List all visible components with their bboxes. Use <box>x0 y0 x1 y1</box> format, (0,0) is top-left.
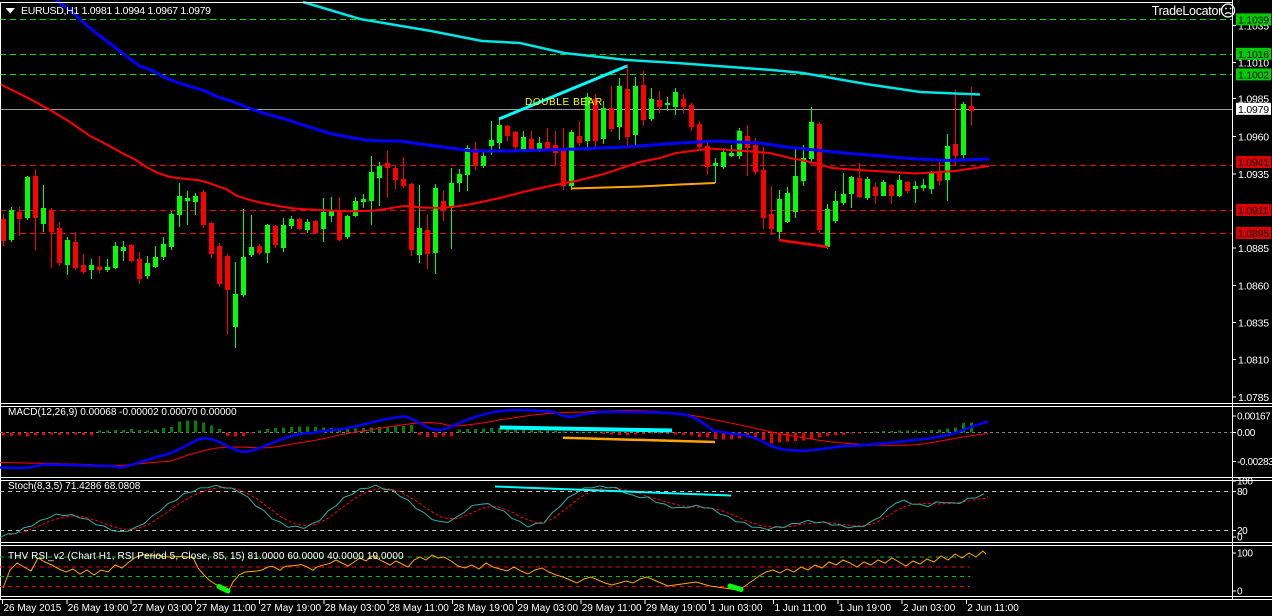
svg-text:Stoch(8,3,5) 71.4286 68.0808: Stoch(8,3,5) 71.4286 68.0808 <box>8 481 141 492</box>
svg-text:27 May 11:00: 27 May 11:00 <box>196 603 256 614</box>
svg-text:1.0885: 1.0885 <box>1238 243 1269 255</box>
svg-text:0: 0 <box>1237 533 1243 544</box>
svg-text:MACD(12,26,9) 0.00068 -0.00002: MACD(12,26,9) 0.00068 -0.00002 0.00070 0… <box>8 407 237 418</box>
svg-text:1 Jun 03:00: 1 Jun 03:00 <box>710 603 763 614</box>
svg-text:80: 80 <box>1237 487 1248 498</box>
svg-text:1.1039: 1.1039 <box>1238 14 1269 26</box>
svg-text:1.1002: 1.1002 <box>1238 69 1269 81</box>
svg-text:28 May 11:00: 28 May 11:00 <box>389 603 449 614</box>
svg-text:28 May 03:00: 28 May 03:00 <box>325 603 386 614</box>
svg-text:1.0979: 1.0979 <box>1238 104 1269 116</box>
svg-text:2 Jun 11:00: 2 Jun 11:00 <box>967 603 1019 614</box>
svg-text:100: 100 <box>1237 549 1253 560</box>
svg-text:0: 0 <box>1237 587 1243 598</box>
svg-text:26 May 2015: 26 May 2015 <box>4 603 62 614</box>
svg-text:27 May 03:00: 27 May 03:00 <box>132 603 193 614</box>
svg-text:1.0785: 1.0785 <box>1238 392 1269 404</box>
svg-text:100: 100 <box>1237 477 1253 488</box>
svg-text:DOUBLE BEAR: DOUBLE BEAR <box>525 97 603 108</box>
svg-text:1.0810: 1.0810 <box>1238 355 1269 367</box>
svg-text:1 Jun 19:00: 1 Jun 19:00 <box>839 603 892 614</box>
svg-text:1.0941: 1.0941 <box>1238 157 1269 169</box>
svg-text:0.00167: 0.00167 <box>1237 412 1271 423</box>
svg-text:1.0911: 1.0911 <box>1238 205 1268 217</box>
svg-text:TradeLocator: TradeLocator <box>1152 4 1222 18</box>
svg-text:THV RSI_v2 (Chart H1, RSI Pe: THV RSI_v2 (Chart H1, RSI Period 5, Clos… <box>8 551 404 562</box>
svg-text:20: 20 <box>1237 526 1248 537</box>
svg-text:0.00: 0.00 <box>1237 428 1256 439</box>
svg-text:29 May 03:00: 29 May 03:00 <box>518 603 579 614</box>
svg-text:1.0895: 1.0895 <box>1238 228 1269 240</box>
svg-text:1.0935: 1.0935 <box>1238 169 1269 181</box>
svg-text:1.1010: 1.1010 <box>1238 57 1269 69</box>
svg-text:1.1016: 1.1016 <box>1238 49 1269 61</box>
svg-text:1.0835: 1.0835 <box>1238 318 1269 330</box>
svg-text:26 May 19:00: 26 May 19:00 <box>68 603 129 614</box>
svg-text:27 May 19:00: 27 May 19:00 <box>261 603 322 614</box>
svg-text:-0.00283: -0.00283 <box>1237 457 1272 468</box>
svg-text:2 Jun 03:00: 2 Jun 03:00 <box>903 603 956 614</box>
svg-text:1 Jun 11:00: 1 Jun 11:00 <box>775 603 827 614</box>
svg-text:EURUSD,H1 1.0981 1.0994 1.096: EURUSD,H1 1.0981 1.0994 1.0967 1.0979 <box>21 5 211 17</box>
svg-text:1.0860: 1.0860 <box>1238 280 1269 292</box>
svg-text:29 May 11:00: 29 May 11:00 <box>582 603 642 614</box>
svg-text:29 May 19:00: 29 May 19:00 <box>646 603 707 614</box>
svg-text:1.0985: 1.0985 <box>1238 94 1269 106</box>
svg-text:1.0960: 1.0960 <box>1238 132 1269 144</box>
svg-text:28 May 19:00: 28 May 19:00 <box>453 603 514 614</box>
